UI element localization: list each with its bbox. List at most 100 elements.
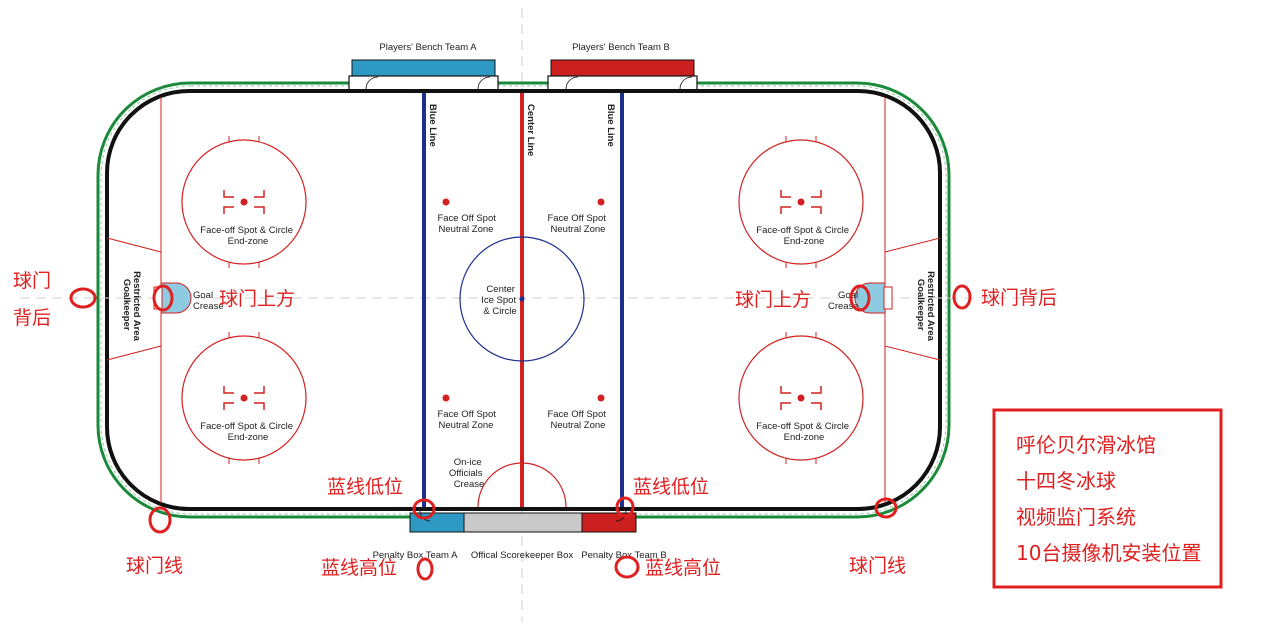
center-line-label: Center Line — [525, 104, 536, 156]
neutral-spot-bottom-right — [597, 394, 605, 402]
label-behind-goal-left-1: 球门 — [13, 270, 51, 292]
faceoff-circle-bottom-right — [738, 332, 864, 464]
goalkeeper-area-right-line2: Restricted Area — [925, 271, 936, 342]
bench-a-door-arc-right — [477, 76, 491, 90]
bench-team-a — [351, 59, 496, 78]
penalty-box-team-a-label: Penalty Box Team A — [373, 550, 459, 561]
goal-crease-left-line1: Goal — [193, 290, 213, 301]
goal-crease-left-label: Goal Crease — [193, 290, 224, 312]
bench-team-a-door — [348, 75, 499, 91]
label-blue-low-left: 蓝线低位 — [327, 476, 403, 498]
goal-crease-left-line2: Crease — [193, 301, 224, 312]
center-label: Center Ice Spot & Circle — [481, 284, 519, 317]
neutral-label-top-right: Face Off Spot Neutral Zone — [547, 213, 608, 235]
faceoff-label-bottom-left-line2: End-zone — [228, 432, 269, 443]
camera-marker-blue-high-left — [416, 557, 434, 581]
faceoff-label-bottom-right: Face-off Spot & Circle End-zone — [756, 421, 851, 443]
penalty-b-door-arc — [615, 510, 627, 522]
neutral-label-top-left-line1: Face Off Spot — [437, 213, 496, 224]
label-above-goal-left: 球门上方 — [219, 288, 295, 310]
legend-line-1: 呼伦贝尔滑冰馆 — [1016, 433, 1156, 457]
bench-team-b — [550, 59, 695, 78]
blue-line-right-label: Blue Line — [605, 104, 616, 147]
faceoff-label-top-left: Face-off Spot & Circle End-zone — [200, 225, 295, 247]
camera-marker-blue-low-left — [412, 498, 436, 520]
neutral-label-bottom-right-line1: Face Off Spot — [547, 409, 606, 420]
neutral-label-top-right-line1: Face Off Spot — [547, 213, 606, 224]
neutral-spot-top-right — [597, 198, 605, 206]
penalty-box-team-b — [581, 512, 637, 533]
camera-marker-above-goal-right — [849, 284, 871, 312]
faceoff-circle-top-left — [181, 136, 307, 268]
camera-marker-goal-line-left — [148, 506, 172, 534]
faceoff-label-top-left-line2: End-zone — [228, 236, 269, 247]
center-label-line3: & Circle — [483, 306, 516, 317]
officials-crease — [477, 462, 567, 508]
bench-team-b-label: Players' Bench Team B — [572, 42, 670, 53]
center-ice-spot — [519, 296, 525, 302]
scorekeeper-box — [463, 512, 583, 533]
bench-b-door-arc-right — [679, 76, 693, 90]
neutral-label-bottom-left-line1: Face Off Spot — [437, 409, 496, 420]
blue-line-left-label: Blue Line — [427, 104, 438, 147]
gk-area-left-top — [106, 237, 162, 253]
camera-marker-above-goal-left — [152, 284, 174, 312]
label-blue-high-right: 蓝线高位 — [645, 557, 721, 579]
gk-area-left-bottom — [106, 345, 162, 361]
goalkeeper-area-right-line1: Goalkeeper — [915, 279, 926, 331]
officials-crease-label: On-ice Officials Crease — [449, 457, 485, 490]
label-behind-goal-left-2: 背后 — [13, 307, 51, 329]
camera-marker-blue-high-right — [614, 555, 640, 579]
rink-outer-boundary-inner — [100, 85, 947, 515]
bench-team-b-door — [547, 75, 698, 91]
neutral-label-bottom-left-line2: Neutral Zone — [439, 420, 494, 431]
legend-box — [992, 408, 1223, 589]
gk-area-right-top — [884, 237, 941, 253]
scorekeeper-box-label: Offical Scorekeeper Box — [471, 550, 574, 561]
neutral-spot-bottom-left — [442, 394, 450, 402]
faceoff-label-top-right-line2: End-zone — [784, 236, 825, 247]
neutral-label-bottom-right: Face Off Spot Neutral Zone — [547, 409, 608, 431]
goalkeeper-area-left-line2: Restricted Area — [131, 271, 142, 342]
goalkeeper-area-left-label: Goalkeeper Restricted Area — [121, 271, 142, 342]
bench-a-door-arc-left — [365, 76, 379, 90]
gk-area-right-bottom — [884, 345, 941, 361]
label-blue-high-left: 蓝线高位 — [321, 557, 397, 579]
faceoff-label-top-right-line1: Face-off Spot & Circle — [756, 225, 849, 236]
bench-b-door-arc-left — [565, 76, 579, 90]
faceoff-label-bottom-right-line2: End-zone — [784, 432, 825, 443]
faceoff-label-bottom-right-line1: Face-off Spot & Circle — [756, 421, 849, 432]
goalkeeper-area-right-label: Goalkeeper Restricted Area — [915, 271, 936, 342]
goalkeeper-area-left-line1: Goalkeeper — [121, 279, 132, 331]
camera-marker-blue-low-right — [615, 496, 635, 518]
camera-marker-behind-goal-left — [69, 287, 97, 309]
faceoff-label-bottom-left: Face-off Spot & Circle End-zone — [200, 421, 295, 443]
neutral-label-top-left-line2: Neutral Zone — [439, 224, 494, 235]
camera-marker-behind-goal-right — [952, 284, 972, 310]
neutral-label-top-left: Face Off Spot Neutral Zone — [437, 213, 498, 235]
label-goal-line-right: 球门线 — [849, 555, 906, 577]
center-label-line2: Ice Spot — [481, 295, 516, 306]
faceoff-label-top-right: Face-off Spot & Circle End-zone — [756, 225, 851, 247]
faceoff-label-top-left-line1: Face-off Spot & Circle — [200, 225, 293, 236]
neutral-spot-top-left — [442, 198, 450, 206]
neutral-label-bottom-left: Face Off Spot Neutral Zone — [437, 409, 498, 431]
goal-crease-right-line1: Goal — [838, 290, 858, 301]
faceoff-circle-bottom-left — [181, 332, 307, 464]
center-circle — [459, 236, 585, 362]
label-blue-low-right: 蓝线低位 — [633, 476, 709, 498]
legend-line-3: 视频监门系统 — [1016, 505, 1136, 529]
bench-team-a-label: Players' Bench Team A — [379, 42, 477, 53]
neutral-label-top-right-line2: Neutral Zone — [551, 224, 606, 235]
officials-crease-line2: Officials — [449, 468, 483, 479]
legend-line-2: 十四冬冰球 — [1016, 469, 1116, 493]
goal-crease-right-line2: Crease — [828, 301, 859, 312]
faceoff-label-bottom-left-line1: Face-off Spot & Circle — [200, 421, 293, 432]
center-label-line1: Center — [486, 284, 515, 295]
legend-line-4: 10台摄像机安装位置 — [1016, 541, 1201, 565]
label-behind-goal-right: 球门背后 — [981, 287, 1057, 309]
officials-crease-line3: Crease — [454, 479, 485, 490]
goal-net-right — [883, 286, 893, 310]
goal-crease-right-label: Goal Crease — [828, 290, 861, 312]
